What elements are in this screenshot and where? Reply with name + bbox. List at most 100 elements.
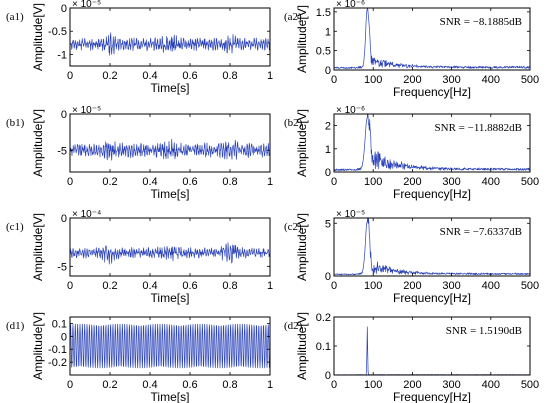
panel-d1: 0 0.2 0.4 0.6 0.8 1-0.2-0.100.1Time[s]Amplitu… [6,312,273,403]
y-tick-label-d2: 0.2 [316,312,331,324]
x-tick-label-a1: 0 [67,70,73,82]
x-tick-label-b2: 400 [482,176,500,188]
x-tick-label-b1: 0.2 [102,176,117,188]
y-axis-label-d2: Amplitude[V] [295,312,309,380]
x-tick-label-b2: 200 [403,176,421,188]
x-tick-label-a1: 0.8 [222,70,237,82]
x-tick-label-b2: 0 [331,176,337,188]
x-tick-label-c2: 200 [403,280,421,292]
y-tick-label-b1: 0 [61,109,67,121]
panel-label-a2: (a2) [284,11,302,23]
snr-label-c2: SNR = −7.6337dB [440,226,522,238]
axes-frame-d1 [69,316,271,376]
y-exponent-b1: × 10⁻⁵ [72,105,101,116]
y-exponent-c1: × 10⁻⁴ [72,209,101,220]
panel-label-d1: (d1) [6,320,25,332]
y-tick-label-c2: 0 [325,271,331,283]
x-tick-label-a2: 300 [442,74,460,86]
y-tick-label-d1: -0.2 [48,357,67,369]
panel-b1: 0 0.2 0.4 0.6 0.8 1 -5 0 × 10⁻⁵ Time[s] Amplitude[… [6,105,273,201]
x-axis-label-c2: Frequency[Hz] [393,291,471,305]
x-tick-label-d2: 300 [442,379,460,391]
x-tick-label-c1: 0 [67,280,73,292]
x-tick-label-b2: 100 [364,176,382,188]
x-tick-label-d2: 200 [403,379,421,391]
x-tick-label-b1: 0.8 [222,176,237,188]
panel-a1: 0 0.2 0.4 0.6 0.8 1 -1 -0.5 0 × 10⁻⁵ Time[s] Amplit… [6,0,273,95]
y-tick-label-c1: 0 [61,213,67,225]
y-tick-label-d2: 0.1 [316,341,331,353]
signal-line-a1 [70,32,270,56]
y-tick-label-b2: 2 [325,121,331,133]
x-tick-label-c1: 0.4 [142,280,157,292]
x-tick-label-c1: 0.2 [102,280,117,292]
x-tick-label-d1: 0.8 [222,379,237,391]
axes-frame-b2 [333,113,531,173]
axes-frame-b1 [69,113,271,173]
x-tick-label-a2: 500 [521,74,539,86]
x-tick-label-a1: 0.2 [102,70,117,82]
y-tick-label-d2: 0 [325,370,331,382]
y-axis-label-b2: Amplitude[V] [295,109,309,177]
x-tick-label-d1: 0.2 [102,379,117,391]
y-tick-label-b1: -5 [57,145,67,157]
x-tick-label-a2: 400 [482,74,500,86]
x-tick-label-c2: 300 [442,280,460,292]
y-tick-label-d1: -0.1 [48,344,67,356]
x-axis-label-a2: Frequency[Hz] [393,85,471,99]
y-tick-label-a1: 0 [61,3,67,15]
x-tick-label-c1: 0.6 [182,280,197,292]
panel-label-c1: (c1) [6,221,24,233]
y-tick-label-d1: 0 [61,331,67,343]
x-axis-label-c1: Time[s] [151,291,190,305]
x-tick-label-b2: 300 [442,176,460,188]
x-tick-label-d1: 0.6 [182,379,197,391]
y-exponent-b2: × 10⁻⁶ [336,105,365,116]
x-axis-label-d1: Time[s] [151,390,190,403]
y-axis-label-a2: Amplitude[V] [295,5,309,73]
panel-label-a1: (a1) [6,11,24,23]
y-axis-label-c1: Amplitude[V] [31,213,45,281]
x-axis-label-a1: Time[s] [151,81,190,95]
y-tick-label-a1: -0.5 [48,26,67,38]
panel-label-b2: (b2) [284,117,303,129]
panel-label-d2: (d2) [284,320,303,332]
x-tick-label-a2: 0 [331,74,337,86]
y-tick-label-c2: 5 [325,218,331,230]
y-axis-label-c2: Amplitude[V] [295,213,309,281]
panel-c2: 0 100 200 300 400 500 0 5 × 10⁻⁵ Frequency[Hz] Amp… [284,209,539,305]
x-tick-label-a1: 0.6 [182,70,197,82]
x-tick-label-a1: 1 [267,70,273,82]
x-tick-label-b1: 0 [67,176,73,188]
signal-line-c2 [334,218,530,276]
y-exponent-c2: × 10⁻⁵ [336,209,365,220]
y-tick-label-b2: 0 [325,167,331,179]
axes-frame-c1 [69,217,271,277]
x-tick-label-b1: 0.4 [142,176,157,188]
axes-frame-a2 [333,7,531,71]
x-tick-label-d2: 100 [364,379,382,391]
x-tick-label-c2: 0 [331,280,337,292]
x-tick-label-d2: 400 [482,379,500,391]
x-axis-label-b1: Time[s] [151,187,190,201]
panel-a2: 0 100 200 300 400 500 0 0.5 1 1.5 × 10⁻⁶ Frequency[… [284,0,539,99]
panel-d2: 0 100 200 300 400 500 0 0.1 0.2 Frequency[Hz] Ampl… [284,312,539,403]
x-tick-label-a1: 0.4 [142,70,157,82]
signal-line-c1 [70,242,270,265]
y-exponent-a2: × 10⁻⁶ [336,0,365,10]
x-tick-label-b1: 0.6 [182,176,197,188]
panel-label-c2: (c2) [284,221,302,233]
signal-line-b2 [334,114,530,171]
y-tick-label-b2: 1 [325,144,331,156]
axes-frame-c2 [333,217,531,277]
x-tick-label-c2: 500 [521,280,539,292]
y-tick-label-a2: 1.5 [316,7,331,19]
panel-c1: 0 0.2 0.4 0.6 0.8 1-50 × 10⁻⁴Time[s]Amplitude[… [6,209,273,305]
signal-line-b1 [70,138,270,161]
x-tick-label-c2: 100 [364,280,382,292]
panel-b2: 0 100 200 300 400 500 0 1 2 × 10⁻⁶ Frequency[Hz] Am… [284,105,539,201]
axes-frame-a1 [69,7,271,67]
x-tick-label-b1: 1 [267,176,273,188]
y-tick-label-a2: 1 [325,26,331,38]
